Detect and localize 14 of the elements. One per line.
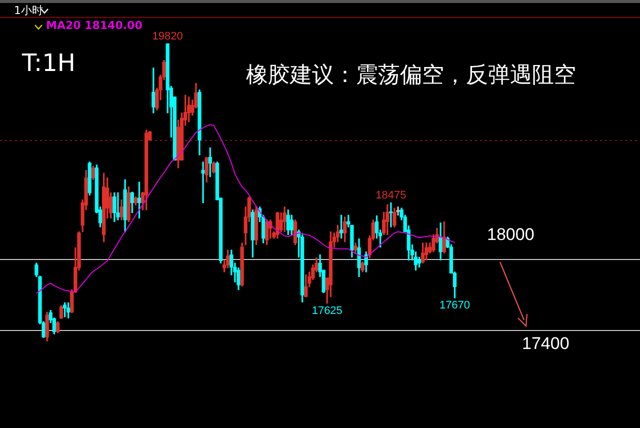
candlestick — [389, 202, 393, 228]
annotation: 19820 — [152, 30, 183, 42]
annotation: 17670 — [439, 299, 470, 312]
annotation: T:1H — [22, 49, 76, 77]
candlestick — [116, 192, 120, 220]
text: 橡胶建议：震荡偏空，反弹遇阻空 — [246, 62, 576, 90]
text: MA20 18140.00 — [46, 19, 142, 32]
annotation: 18475 — [376, 189, 406, 202]
ref-line-label: 17400 — [522, 334, 570, 354]
candlestick — [201, 162, 205, 204]
annotation: 1小时 — [14, 4, 43, 18]
annotation: 17625 — [312, 304, 342, 317]
ref-line-label: 18000 — [487, 225, 534, 244]
candlestick — [396, 206, 400, 216]
